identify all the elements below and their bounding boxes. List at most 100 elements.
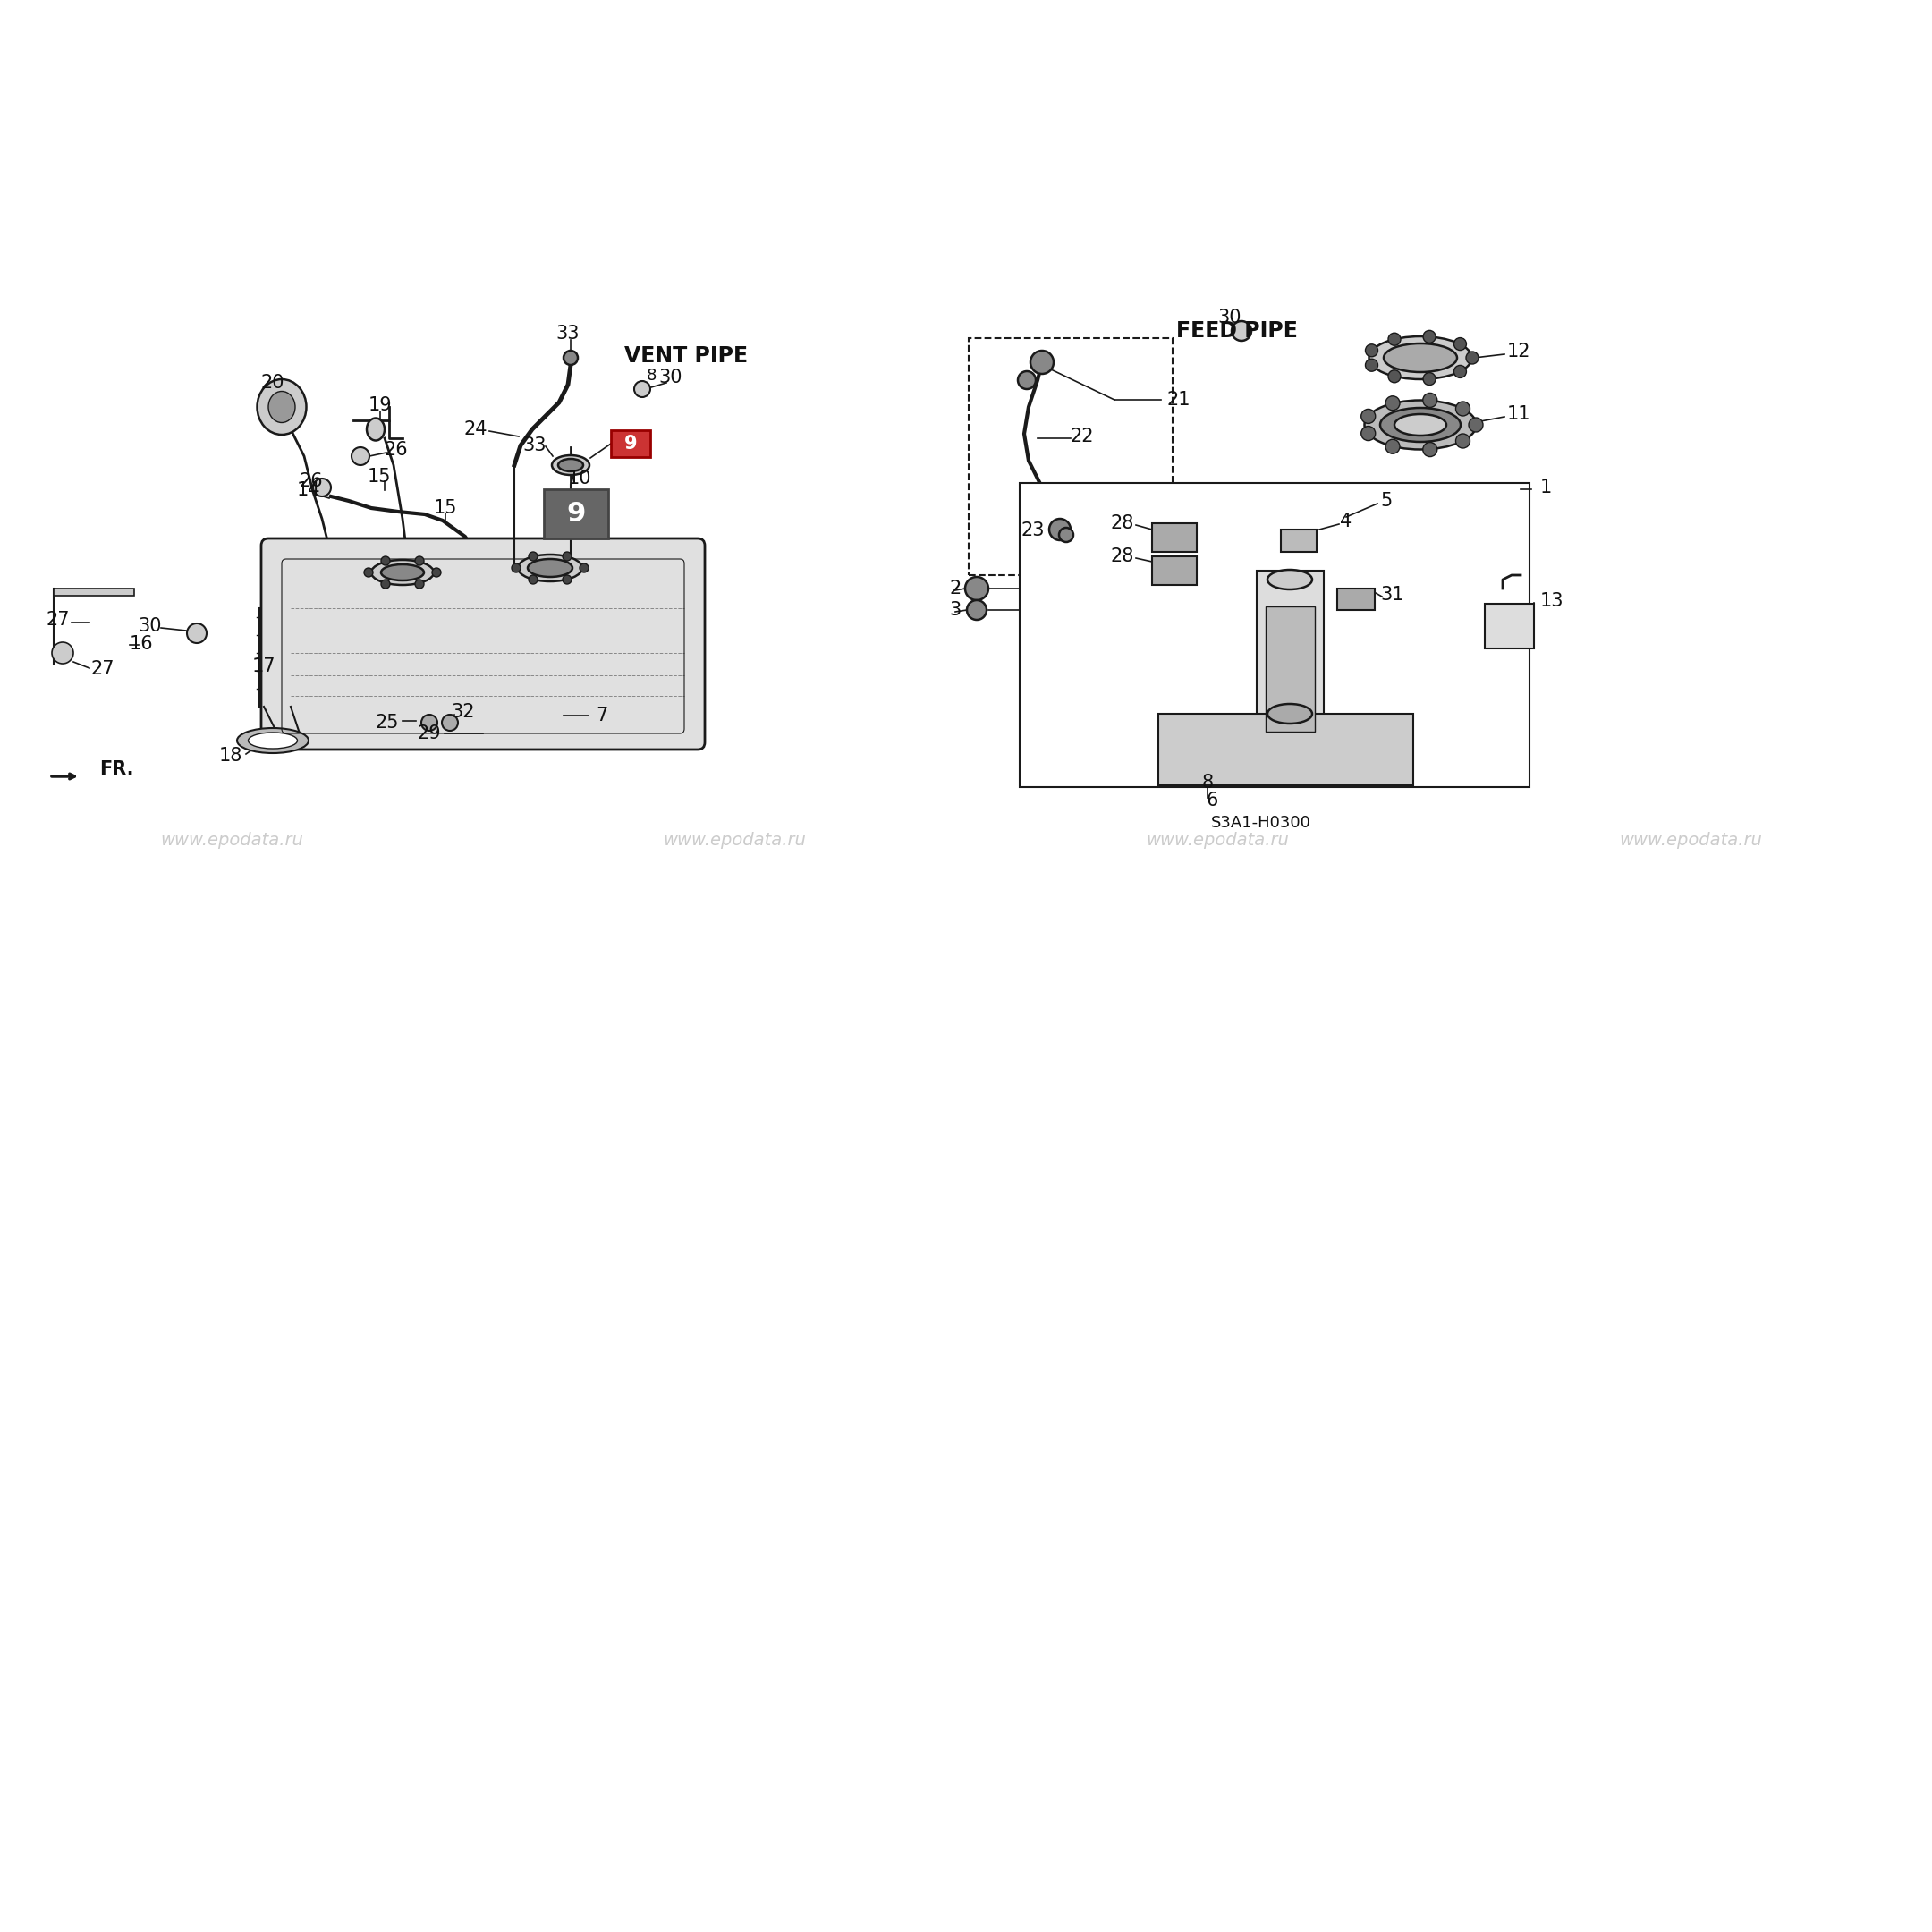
Text: 26: 26: [299, 471, 323, 491]
Circle shape: [580, 564, 589, 572]
FancyBboxPatch shape: [261, 539, 705, 750]
Circle shape: [564, 350, 578, 365]
Circle shape: [415, 580, 423, 589]
Ellipse shape: [257, 379, 307, 435]
Bar: [1151, 556, 1196, 585]
Text: 23: 23: [1022, 522, 1045, 539]
Text: 13: 13: [1540, 591, 1563, 611]
Bar: [968, 338, 1173, 576]
Text: www.epodata.ru: www.epodata.ru: [1146, 833, 1289, 848]
Bar: [1337, 589, 1376, 611]
Ellipse shape: [558, 458, 583, 471]
Text: 33: 33: [524, 437, 547, 454]
Circle shape: [1424, 373, 1435, 384]
Circle shape: [1455, 402, 1470, 415]
Circle shape: [1030, 350, 1053, 375]
Text: 8: 8: [645, 367, 657, 384]
Circle shape: [562, 553, 572, 560]
Circle shape: [1424, 330, 1435, 342]
Circle shape: [363, 568, 373, 578]
Ellipse shape: [527, 558, 572, 578]
Text: 29: 29: [417, 724, 440, 742]
Circle shape: [1385, 396, 1401, 410]
Text: 28: 28: [1111, 514, 1134, 531]
Text: 30: 30: [1217, 309, 1242, 327]
Circle shape: [1468, 417, 1484, 433]
Ellipse shape: [371, 560, 435, 585]
Text: 11: 11: [1507, 406, 1530, 423]
Circle shape: [187, 624, 207, 643]
Circle shape: [529, 553, 537, 560]
Text: 27: 27: [46, 611, 70, 628]
Text: 6: 6: [1206, 792, 1217, 810]
Text: 28: 28: [1111, 547, 1134, 566]
Text: 30: 30: [139, 616, 162, 636]
Text: 9: 9: [624, 435, 638, 452]
Ellipse shape: [269, 392, 296, 423]
Text: 17: 17: [251, 657, 276, 676]
Circle shape: [1049, 520, 1070, 541]
Circle shape: [1389, 332, 1401, 346]
Text: 5: 5: [1381, 493, 1393, 510]
Text: 25: 25: [375, 713, 400, 732]
Text: 3: 3: [949, 601, 962, 618]
Text: www.epodata.ru: www.epodata.ru: [160, 833, 303, 848]
Text: 22: 22: [1070, 427, 1094, 446]
Bar: [1265, 607, 1316, 732]
Circle shape: [529, 576, 537, 583]
Text: 2: 2: [949, 580, 962, 597]
Text: 12: 12: [1507, 342, 1530, 361]
Circle shape: [381, 556, 390, 566]
Circle shape: [433, 568, 440, 578]
Text: 18: 18: [218, 748, 243, 765]
Ellipse shape: [367, 417, 384, 440]
Circle shape: [1389, 371, 1401, 383]
Text: FR.: FR.: [99, 761, 133, 779]
Text: 1: 1: [1540, 479, 1551, 497]
Circle shape: [1466, 352, 1478, 363]
Ellipse shape: [238, 728, 309, 753]
Text: 4: 4: [1341, 512, 1352, 531]
Ellipse shape: [518, 554, 582, 582]
Ellipse shape: [1395, 413, 1447, 435]
Circle shape: [1233, 321, 1252, 340]
Ellipse shape: [553, 456, 589, 475]
Ellipse shape: [247, 732, 298, 748]
Text: 31: 31: [1381, 585, 1405, 603]
Circle shape: [442, 715, 458, 730]
Circle shape: [1366, 359, 1378, 371]
Text: 24: 24: [464, 421, 487, 439]
Bar: [1281, 529, 1316, 553]
Circle shape: [415, 556, 423, 566]
Text: www.epodata.ru: www.epodata.ru: [1619, 833, 1762, 848]
Circle shape: [313, 479, 330, 497]
Text: 30: 30: [659, 369, 682, 386]
Ellipse shape: [1267, 570, 1312, 589]
Text: 19: 19: [369, 396, 392, 413]
Text: 26: 26: [384, 440, 408, 458]
Circle shape: [1455, 435, 1470, 448]
Circle shape: [1362, 427, 1376, 440]
Ellipse shape: [1364, 400, 1476, 450]
Text: FEED PIPE: FEED PIPE: [1177, 321, 1298, 342]
Circle shape: [1455, 338, 1466, 350]
Text: VENT PIPE: VENT PIPE: [624, 346, 748, 367]
Bar: [1020, 483, 1530, 786]
Text: 9: 9: [566, 500, 585, 527]
Circle shape: [562, 576, 572, 583]
Circle shape: [1455, 365, 1466, 379]
Text: 20: 20: [261, 375, 284, 392]
Circle shape: [352, 446, 369, 466]
Circle shape: [512, 564, 520, 572]
Ellipse shape: [1267, 703, 1312, 724]
Text: 27: 27: [91, 661, 114, 678]
Circle shape: [421, 715, 437, 730]
Circle shape: [966, 578, 989, 601]
Text: S3A1-H0300: S3A1-H0300: [1211, 815, 1312, 831]
Circle shape: [1385, 439, 1401, 454]
Ellipse shape: [1383, 344, 1457, 373]
Text: 16: 16: [129, 636, 153, 653]
Bar: [543, 489, 609, 539]
Circle shape: [966, 601, 987, 620]
Circle shape: [52, 641, 73, 665]
